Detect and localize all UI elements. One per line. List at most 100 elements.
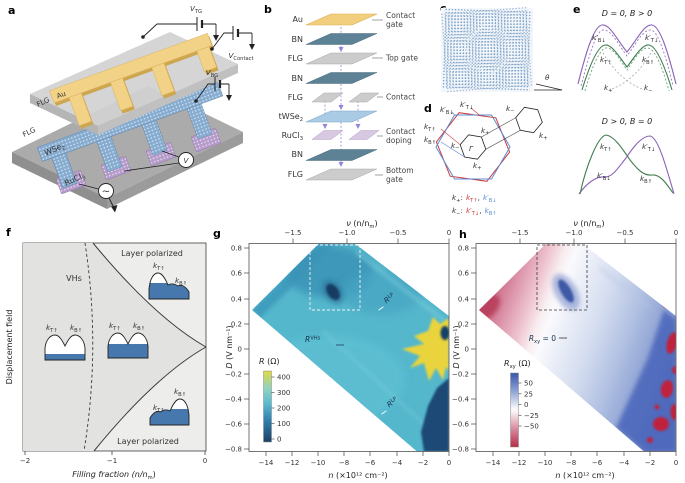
bz-legend-line-2: k−: k′T↓, kB↑ [452, 206, 497, 217]
h-colorbar: Rxy (Ω) 50 25 0 −25 −50 [504, 359, 539, 448]
bands-Dpos-B0 [578, 134, 675, 195]
panel-c-moire-lattice: θ [439, 6, 563, 94]
annotation-bottom-gate: Bottom gate [386, 166, 414, 184]
gamma-label: Γ [469, 144, 474, 153]
e2-kpB-label: k′B↓ [597, 171, 611, 182]
panel-letter-f: f [6, 226, 11, 239]
au-contact-comb: Au [49, 33, 217, 127]
h-cb-tick: −50 [524, 423, 539, 431]
layer-name-flg1: FLG [288, 54, 303, 63]
band-title-top: D = 0, B > 0 [602, 9, 653, 18]
e-kpB-label: k′B↓ [592, 33, 606, 44]
svg-text:0: 0 [238, 346, 242, 354]
h-xlabel: n (×10¹² cm⁻²) [555, 471, 614, 480]
svg-text:−1.0: −1.0 [566, 229, 583, 237]
h-dashed-box [536, 244, 588, 311]
svg-text:RLP: RLP [385, 395, 399, 409]
theta-label: θ [545, 73, 550, 82]
g-cb-tick: 200 [277, 405, 290, 413]
panel-letter-g: g [213, 227, 221, 240]
layer-rucl3-right [348, 130, 380, 140]
svg-text:0: 0 [465, 346, 469, 354]
svg-text:−10: −10 [538, 459, 553, 467]
h-cb-tick: 0 [524, 401, 528, 409]
layer-name-rucl3: RuCl3 [282, 131, 303, 142]
layer-polarized-bottom: Layer polarized [117, 437, 179, 446]
f-xtick-0: −2 [20, 457, 30, 465]
svg-text:RLP: RLP [382, 291, 396, 305]
h-cb-tick: 25 [524, 390, 533, 398]
g-plot-frame [248, 243, 450, 452]
svg-text:0: 0 [447, 229, 451, 237]
h-ylabel: D (V nm⁻¹) [452, 325, 461, 368]
band-cartoon-layer-polarized-top [148, 272, 190, 300]
layer-name-au: Au [292, 15, 303, 24]
vhs-curve [83, 242, 94, 452]
annotation-contact-gate: Contact gate [386, 11, 415, 29]
g-ylabel: D (V nm⁻¹) [225, 325, 234, 368]
f-xtick-2: 0 [203, 457, 207, 465]
panel-letter-e: e [573, 3, 580, 16]
g-colorbar-title: R (Ω) [259, 357, 279, 366]
h-left-ticks: 0.8 0.6 0.4 0.2 0 −0.2 −0.4 −0.6 −0.8 [452, 245, 470, 454]
e-kB-label: kB↑ [642, 55, 654, 66]
voltmeter: V [123, 150, 194, 172]
svg-text:0.8: 0.8 [231, 245, 242, 253]
svg-text:−8: −8 [339, 459, 349, 467]
au-label: Au [56, 90, 67, 101]
annotation-top-gate: Top gate [385, 54, 418, 63]
voltmeter-label: V [184, 156, 190, 165]
svg-text:−12: −12 [512, 459, 527, 467]
e2-kB-label: kB↑ [640, 174, 652, 185]
h-cb-tick: 50 [524, 380, 533, 388]
layer-name-bn3: BN [292, 150, 303, 159]
zoom-k-plus-label: k+ [539, 131, 548, 142]
g-rlp-annotation-top: RLP [378, 291, 396, 311]
vcontact-wire [210, 26, 255, 51]
twist-angle-mark [534, 83, 563, 91]
band-title-bottom: D > 0, B = 0 [602, 117, 653, 126]
svg-text:−14: −14 [486, 459, 501, 467]
k-B-up-label: kB↑ [424, 135, 436, 146]
g-cb-tick: 100 [277, 420, 290, 428]
kprime-T-down-label: k′T↓ [460, 100, 473, 111]
svg-text:−2: −2 [418, 459, 428, 467]
f-ylabel: Displacement field [5, 310, 14, 385]
svg-text:−2: −2 [645, 459, 655, 467]
layer-flg-contact-right [348, 92, 380, 103]
layer-name-bn2: BN [292, 74, 303, 83]
f3-kT-label: kT↑ [153, 261, 165, 272]
panel-f-phase-diagram: VHs Layer polarized Layer polarized kT↑ … [5, 242, 207, 481]
e-kminus-label: k− [644, 83, 653, 94]
layer-bn-1 [305, 33, 378, 45]
moire-bz-zoom-hexagon [515, 106, 543, 134]
layer-flg-bottomgate [305, 168, 378, 181]
k-minus-corner-label: k− [451, 141, 460, 152]
e-kT-label: kT↑ [600, 55, 612, 66]
vhs-label: VHs [66, 274, 82, 283]
f-xlabel: Filling fraction (n/nm) [72, 470, 156, 481]
g-top-ticks: −1.5 −1.0 −0.5 0 [285, 229, 452, 237]
zoom-k-minus-label: k− [506, 104, 515, 115]
g-high-resistance-region [402, 317, 449, 381]
svg-text:0: 0 [447, 459, 451, 467]
vbg-label: VBG [206, 68, 218, 79]
g-rlp-annotation-bottom: RLP [381, 395, 399, 415]
h-dark-blue-spot [558, 279, 574, 303]
ac-source-label: ~ [102, 187, 110, 198]
panel-d-brillouin-zones: k′T↓ k′B↓ kT↑ kB↑ Γ k+ k− k+ k− k+ k+: kT… [424, 100, 548, 217]
annotation-contact-doping: Contact doping [386, 127, 415, 145]
layer-name-bn1: BN [292, 35, 303, 44]
moire-unit-cell-hexagon [464, 26, 512, 74]
panel-h-hall-map: Rxy = 0 Rxy (Ω) 50 25 0 −25 −50 [452, 219, 678, 480]
band-cartoon-mid-filling [107, 332, 149, 359]
svg-text:−6: −6 [365, 459, 376, 467]
svg-text:0.6: 0.6 [231, 270, 243, 278]
layer-name-twse2: tWSe2 [279, 112, 303, 123]
svg-text:−4: −4 [619, 459, 630, 467]
svg-text:0.4: 0.4 [458, 296, 470, 304]
vtg-label: VTG [190, 4, 202, 15]
panel-letter-h: h [459, 228, 467, 241]
panel-a-device-schematic: Au FLG FLG WSe2 RuCl3 VTG VContact [12, 4, 255, 213]
